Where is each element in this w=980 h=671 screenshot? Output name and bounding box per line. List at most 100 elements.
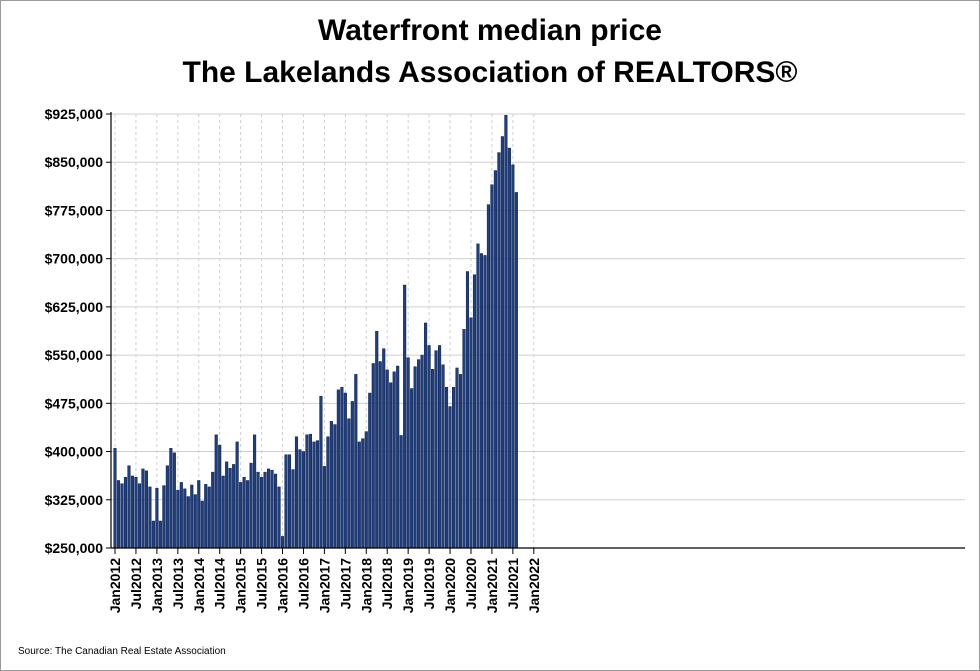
bar: [169, 448, 173, 549]
bar: [500, 136, 504, 549]
x-tick-label: Jul2013: [170, 558, 186, 610]
bar: [511, 164, 515, 549]
bar: [427, 345, 431, 549]
bar: [375, 331, 379, 549]
bar: [193, 494, 197, 549]
x-tick-label: Jan2018: [358, 558, 374, 613]
bar: [183, 488, 187, 549]
y-tick-label: $925,000: [45, 106, 104, 122]
y-tick-label: $400,000: [45, 444, 104, 460]
chart-subtitle: The Lakelands Association of REALTORS®: [182, 56, 798, 89]
bar: [462, 329, 466, 549]
bar: [445, 387, 449, 549]
bar: [225, 461, 229, 549]
bar: [267, 468, 271, 549]
bar: [214, 434, 218, 549]
bar: [232, 464, 236, 549]
bar: [273, 473, 278, 549]
y-tick-label: $700,000: [45, 251, 104, 267]
bar: [319, 396, 323, 549]
bar: [329, 421, 333, 549]
bar: [249, 462, 253, 549]
x-tick-label: Jan2012: [107, 558, 123, 613]
y-tick-label: $325,000: [45, 492, 104, 508]
bar: [514, 192, 518, 549]
bar: [221, 475, 225, 549]
bar: [441, 364, 445, 549]
bar: [417, 359, 421, 549]
bar: [130, 475, 134, 549]
x-tick-label: Jan2013: [149, 558, 165, 613]
x-tick-label: Jan2017: [316, 558, 332, 613]
bar: [120, 483, 124, 549]
bar: [465, 271, 470, 549]
bar: [148, 486, 152, 549]
bar: [204, 484, 208, 549]
bar: [410, 388, 414, 549]
bar: [239, 482, 243, 549]
chart-title: Waterfront median price: [318, 14, 662, 47]
bar: [235, 441, 239, 549]
x-tick-label: Jul2019: [421, 558, 437, 610]
bar: [382, 348, 386, 549]
bar: [479, 253, 483, 549]
bar: [413, 366, 417, 549]
bar: [448, 406, 452, 549]
bar: [343, 392, 347, 549]
bar: [458, 374, 463, 549]
x-tick-label: Jan2020: [442, 558, 458, 613]
bar: [287, 454, 292, 549]
bar: [354, 374, 358, 549]
bar: [190, 484, 194, 549]
x-tick-label: Jul2017: [337, 558, 353, 610]
bar: [493, 170, 497, 549]
bar: [361, 438, 365, 549]
bar: [396, 365, 400, 549]
bar: [211, 471, 215, 549]
bar: [197, 480, 201, 549]
bar: [368, 392, 372, 549]
bar: [315, 440, 319, 549]
bar: [263, 471, 267, 549]
bar: [403, 284, 407, 549]
bar: [385, 369, 389, 549]
x-tick-label: Jan2021: [484, 558, 500, 613]
bar: [207, 486, 211, 549]
bar: [308, 433, 312, 549]
bars: [113, 115, 518, 549]
y-tick-label: $550,000: [45, 347, 104, 363]
x-tick-label: Jan2015: [233, 558, 249, 613]
bar: [165, 465, 169, 549]
source-note: Source: The Canadian Real Estate Associa…: [18, 646, 226, 657]
bar: [371, 363, 375, 549]
bar: [326, 436, 330, 549]
bar: [123, 477, 128, 549]
bar: [392, 371, 396, 549]
x-tick-label: Jul2021: [505, 558, 521, 610]
bar: [469, 317, 473, 549]
x-tick-label: Jul2016: [295, 558, 311, 610]
x-tick-label: Jul2014: [212, 558, 228, 610]
x-tick-label: Jul2020: [463, 558, 479, 610]
bar: [399, 435, 403, 549]
x-tick-label: Jan2016: [275, 558, 291, 613]
x-tick-label: Jan2019: [400, 558, 416, 613]
gridlines: [111, 113, 965, 549]
bar: [277, 486, 281, 549]
bar: [490, 184, 494, 549]
bar: [228, 468, 232, 549]
x-tick-label: Jan2022: [526, 558, 542, 613]
bar: [253, 434, 257, 549]
bar: [137, 483, 141, 549]
bar: [455, 367, 459, 549]
bar: [186, 496, 190, 549]
bar: [357, 441, 361, 549]
y-tick-label: $850,000: [45, 154, 104, 170]
bar: [507, 147, 511, 549]
bar: [364, 431, 368, 549]
bar: [155, 487, 159, 549]
bar: [476, 243, 480, 549]
bar: [301, 451, 306, 549]
y-tick-label: $775,000: [45, 202, 104, 218]
